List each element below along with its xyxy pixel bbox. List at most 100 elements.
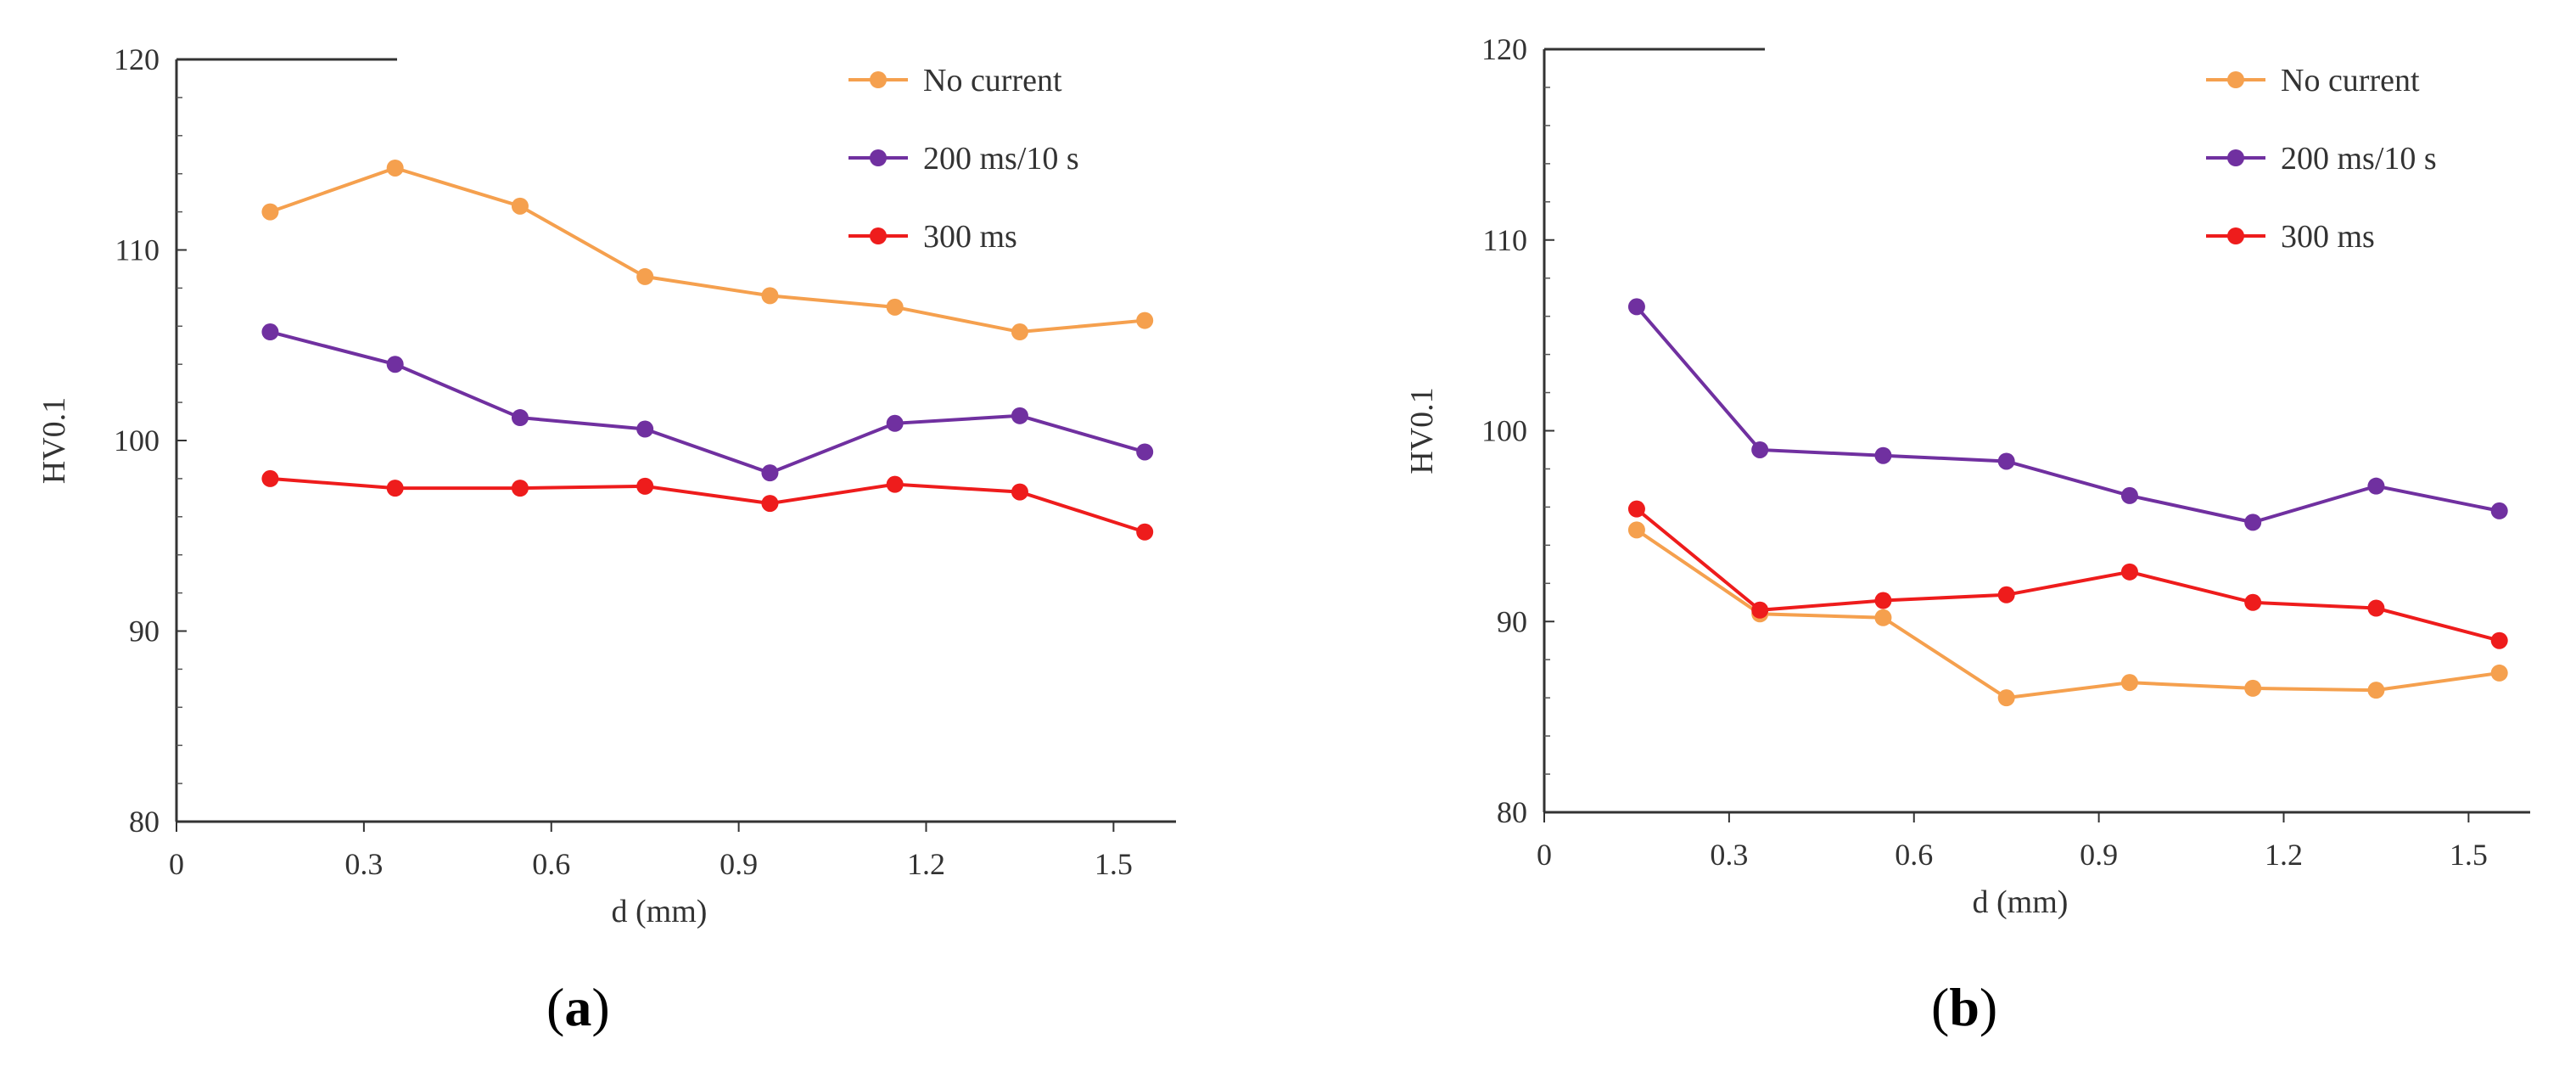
data-point (1136, 311, 1154, 329)
data-point (2120, 674, 2138, 692)
data-point (2120, 563, 2138, 581)
data-point (1627, 298, 1645, 316)
series-line (1635, 306, 2500, 525)
data-point (1997, 452, 2015, 470)
y-axis-title: HV0.1 (1404, 387, 1440, 474)
series-line (269, 166, 1145, 334)
data-point (761, 464, 779, 482)
legend-swatch-marker (870, 71, 887, 88)
chart-a-svg: 80 90 100 110 120 0 0.3 0.6 0.9 1.2 1.5 d (mm) HV0.1… (36, 42, 1176, 929)
data-point (1874, 446, 1892, 464)
panel-a-letter: a (564, 977, 592, 1037)
legend-entry-label: 300 ms (923, 219, 1017, 255)
x-tick-label: 0.9 (720, 847, 758, 881)
legend-swatch-marker (2227, 227, 2244, 244)
data-point (761, 287, 779, 305)
series-200-ms-10-s (1627, 298, 2508, 531)
data-point (1136, 443, 1154, 461)
data-point (2367, 599, 2385, 617)
x-tick-label: 0.6 (532, 847, 570, 881)
data-point (2244, 593, 2262, 611)
y-tick-label: 90 (129, 615, 160, 648)
chart-panel-a: 80 90 100 110 120 0 0.3 0.6 0.9 1.2 1.5 d (mm) HV0.1… (0, 0, 1256, 1072)
data-point (2490, 631, 2508, 649)
panel-a-label: (a) (546, 977, 610, 1037)
data-point (2120, 486, 2138, 504)
data-point (886, 475, 904, 493)
data-point (1874, 609, 1892, 626)
data-point (386, 480, 404, 497)
x-tick-label: 1.5 (1095, 847, 1133, 881)
data-point (2367, 682, 2385, 699)
data-point (1751, 601, 1769, 619)
y-tick-label: 120 (1481, 32, 1527, 66)
data-point (636, 477, 654, 495)
data-point (1997, 586, 2015, 603)
data-point (2490, 664, 2508, 682)
data-point (1627, 521, 1645, 539)
legend-entry-label: 300 ms (2281, 219, 2375, 255)
y-tick-label: 90 (1497, 604, 1527, 638)
data-point (1011, 483, 1028, 501)
legend-swatch-marker (870, 227, 887, 244)
legend-entry-label: No current (2281, 63, 2420, 98)
x-tick-label: 0.9 (2080, 838, 2118, 872)
legend-entry-label: No current (923, 63, 1062, 98)
y-tick-label: 120 (114, 42, 160, 76)
data-point (386, 356, 404, 373)
y-tick-label: 80 (1497, 795, 1527, 829)
data-point (636, 420, 654, 438)
series-line (270, 476, 1145, 534)
y-tick-label: 100 (1481, 414, 1527, 448)
x-tick-label: 0 (1537, 838, 1552, 872)
data-point (1011, 323, 1028, 341)
x-tick-label: 0.3 (1710, 838, 1748, 872)
legend-entry-label: 200 ms/10 s (2281, 141, 2437, 177)
x-tick-label: 0.3 (344, 847, 383, 881)
data-point (1997, 689, 2015, 707)
data-point (1627, 500, 1645, 518)
data-point (261, 203, 279, 221)
data-point (511, 409, 529, 427)
data-point (886, 298, 904, 316)
data-point (1751, 441, 1769, 458)
series-300-ms (1627, 500, 2508, 649)
series-line (269, 330, 1145, 475)
legend-swatch-marker (2227, 149, 2244, 166)
x-tick-label: 0 (169, 847, 184, 881)
data-point (2367, 477, 2385, 495)
data-point (886, 414, 904, 432)
data-point (761, 495, 779, 513)
series-line (1635, 508, 2500, 643)
y-tick-label: 110 (115, 233, 160, 267)
x-tick-label: 0.6 (1895, 838, 1933, 872)
series-200-ms-10-s (261, 323, 1154, 482)
y-tick-label: 80 (129, 805, 160, 839)
series-line (1635, 528, 2500, 700)
chart-b-svg: 80 90 100 110 120 0 0.3 0.6 0.9 1.2 1.5 d (mm) HV0.1… (1404, 32, 2530, 920)
data-point (2244, 679, 2262, 697)
series-300-ms (261, 469, 1154, 541)
y-axis-title: HV0.1 (36, 397, 72, 484)
panel-b-letter: b (1949, 977, 1980, 1037)
data-point (386, 159, 404, 177)
series-no-current (261, 159, 1154, 341)
data-point (511, 480, 529, 497)
chart-panel-b: 80 90 100 110 120 0 0.3 0.6 0.9 1.2 1.5 d (mm) HV0.1… (1358, 0, 2576, 1072)
legend-swatch-marker (870, 149, 887, 166)
data-point (1874, 592, 1892, 609)
data-point (2490, 502, 2508, 519)
legend-swatch-marker (2227, 71, 2244, 88)
x-axis-title: d (mm) (1973, 884, 2069, 920)
y-tick-label: 100 (114, 424, 160, 457)
legend-entry-label: 200 ms/10 s (923, 141, 1079, 177)
panel-b-label: (b) (1931, 977, 1998, 1037)
x-tick-label: 1.5 (2450, 838, 2488, 872)
data-point (636, 267, 654, 285)
x-axis-title: d (mm) (612, 894, 708, 929)
data-point (2244, 514, 2262, 531)
data-point (261, 323, 279, 341)
data-point (511, 197, 529, 215)
data-point (1136, 523, 1154, 541)
x-tick-label: 1.2 (2265, 838, 2303, 872)
